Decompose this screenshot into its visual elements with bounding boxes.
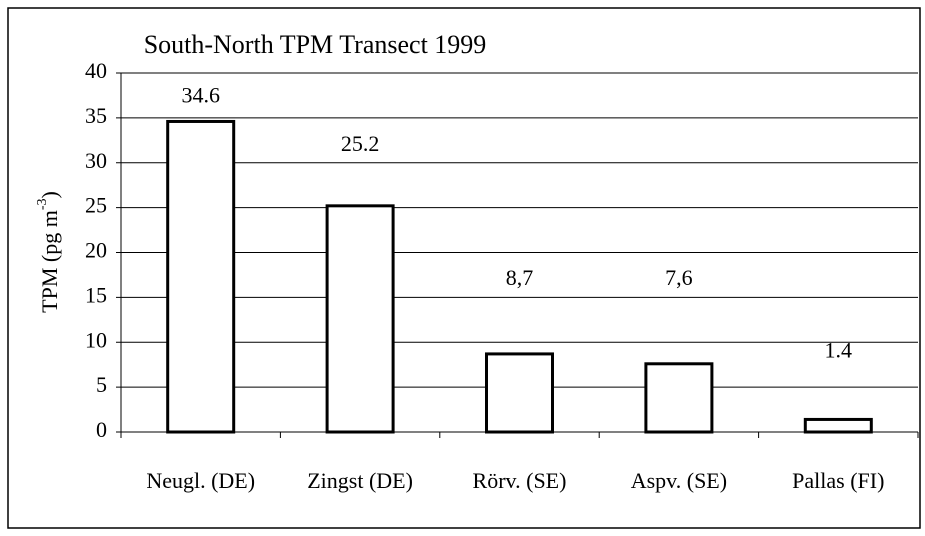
x-tick-label: Zingst (DE) — [307, 468, 413, 493]
y-tick-label: 30 — [85, 148, 107, 173]
x-tick-label: Aspv. (SE) — [631, 468, 727, 493]
x-tick-label: Neugl. (DE) — [146, 468, 255, 493]
chart-frame — [7, 7, 921, 529]
value-label: 7,6 — [665, 265, 693, 290]
y-axis-label: TPM (pg m-3) — [35, 191, 62, 313]
y-tick-label: 5 — [96, 372, 107, 397]
value-label: 8,7 — [506, 265, 534, 290]
y-tick-label: 40 — [85, 58, 107, 83]
value-label: 1.4 — [825, 337, 853, 362]
y-tick-label: 25 — [85, 193, 107, 218]
y-label-end: ) — [37, 191, 62, 198]
chart-title: South-North TPM Transect 1999 — [144, 30, 487, 59]
y-label-text: TPM (pg m — [37, 210, 62, 313]
bar — [325, 204, 395, 434]
x-tick-label: Rörv. (SE) — [473, 468, 567, 493]
y-tick-label: 20 — [85, 238, 107, 263]
y-tick-label: 35 — [85, 103, 107, 128]
value-label: 34.6 — [181, 83, 220, 108]
y-tick-label: 15 — [85, 282, 107, 307]
bar — [803, 417, 873, 434]
y-tick-label: 0 — [96, 417, 107, 442]
value-label: 25.2 — [341, 131, 380, 156]
bar — [644, 362, 714, 434]
bar — [166, 119, 236, 434]
y-tick-label: 10 — [85, 327, 107, 352]
bar — [485, 352, 554, 434]
y-label-sup: -3 — [35, 198, 50, 210]
x-tick-label: Pallas (FI) — [792, 468, 884, 493]
